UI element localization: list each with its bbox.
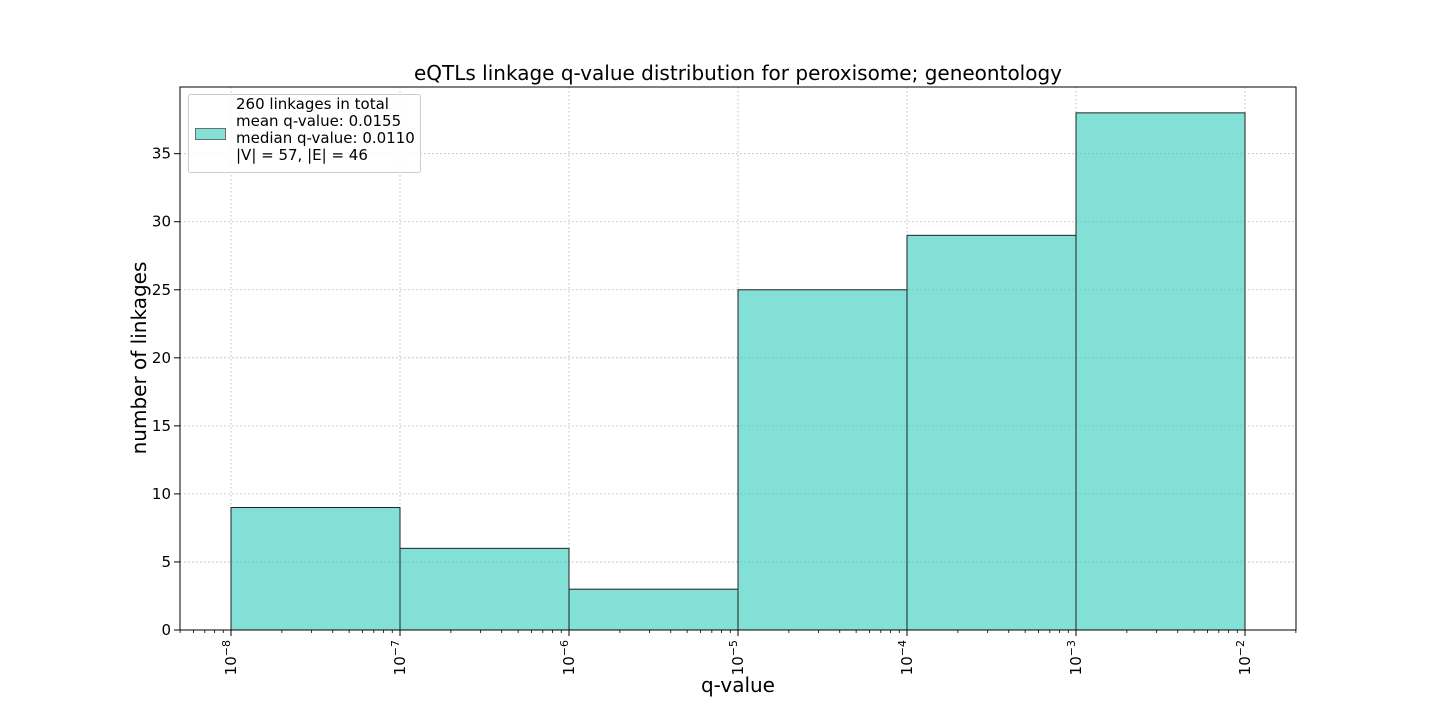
legend-line-mean: mean q-value: 0.0155 (236, 112, 402, 130)
x-tick-label-3: 10−5 (727, 640, 747, 675)
legend-line-total: 260 linkages in total (236, 95, 389, 113)
x-tick-label-2: 10−6 (558, 640, 578, 675)
y-tick-label-5: 25 (152, 281, 171, 299)
histogram-bar-4 (906, 234, 1077, 631)
y-tick-label-1: 5 (161, 553, 171, 571)
legend: 260 linkages in total mean q-value: 0.01… (188, 94, 421, 173)
legend-swatch (195, 128, 226, 140)
legend-line-graph-size: |V| = 57, |E| = 46 (236, 146, 368, 164)
chart-title: eQTLs linkage q-value distribution for p… (414, 61, 1062, 85)
x-tick-label-4: 10−4 (896, 640, 916, 675)
histogram-bar-2 (568, 588, 739, 631)
y-axis-label: number of linkages (127, 262, 151, 455)
y-tick-label-2: 10 (152, 485, 171, 503)
x-tick-label-6: 10−2 (1234, 640, 1254, 675)
y-tick-label-6: 30 (152, 213, 171, 231)
y-tick-label-7: 35 (152, 145, 171, 163)
y-tick-label-3: 15 (152, 417, 171, 435)
x-tick-label-5: 10−3 (1065, 640, 1085, 675)
histogram-bar-5 (1075, 112, 1246, 631)
legend-text: 260 linkages in total mean q-value: 0.01… (236, 96, 415, 164)
bars-layer (230, 112, 1246, 631)
x-tick-label-1: 10−7 (389, 640, 409, 675)
histogram-bar-3 (737, 289, 908, 631)
x-ticks: 10−8 10−7 10−6 10−5 10−4 10−3 10−2 (179, 630, 1297, 675)
x-tick-label-0: 10−8 (220, 640, 240, 675)
y-tick-label-4: 20 (152, 349, 171, 367)
histogram-bar-1 (399, 547, 570, 631)
legend-line-median: median q-value: 0.0110 (236, 129, 415, 147)
y-tick-label-0: 0 (161, 621, 171, 639)
histogram-bar-0 (230, 507, 401, 631)
y-ticks: 0 5 10 15 20 25 30 35 (152, 145, 180, 639)
x-axis-label: q-value (701, 673, 775, 697)
